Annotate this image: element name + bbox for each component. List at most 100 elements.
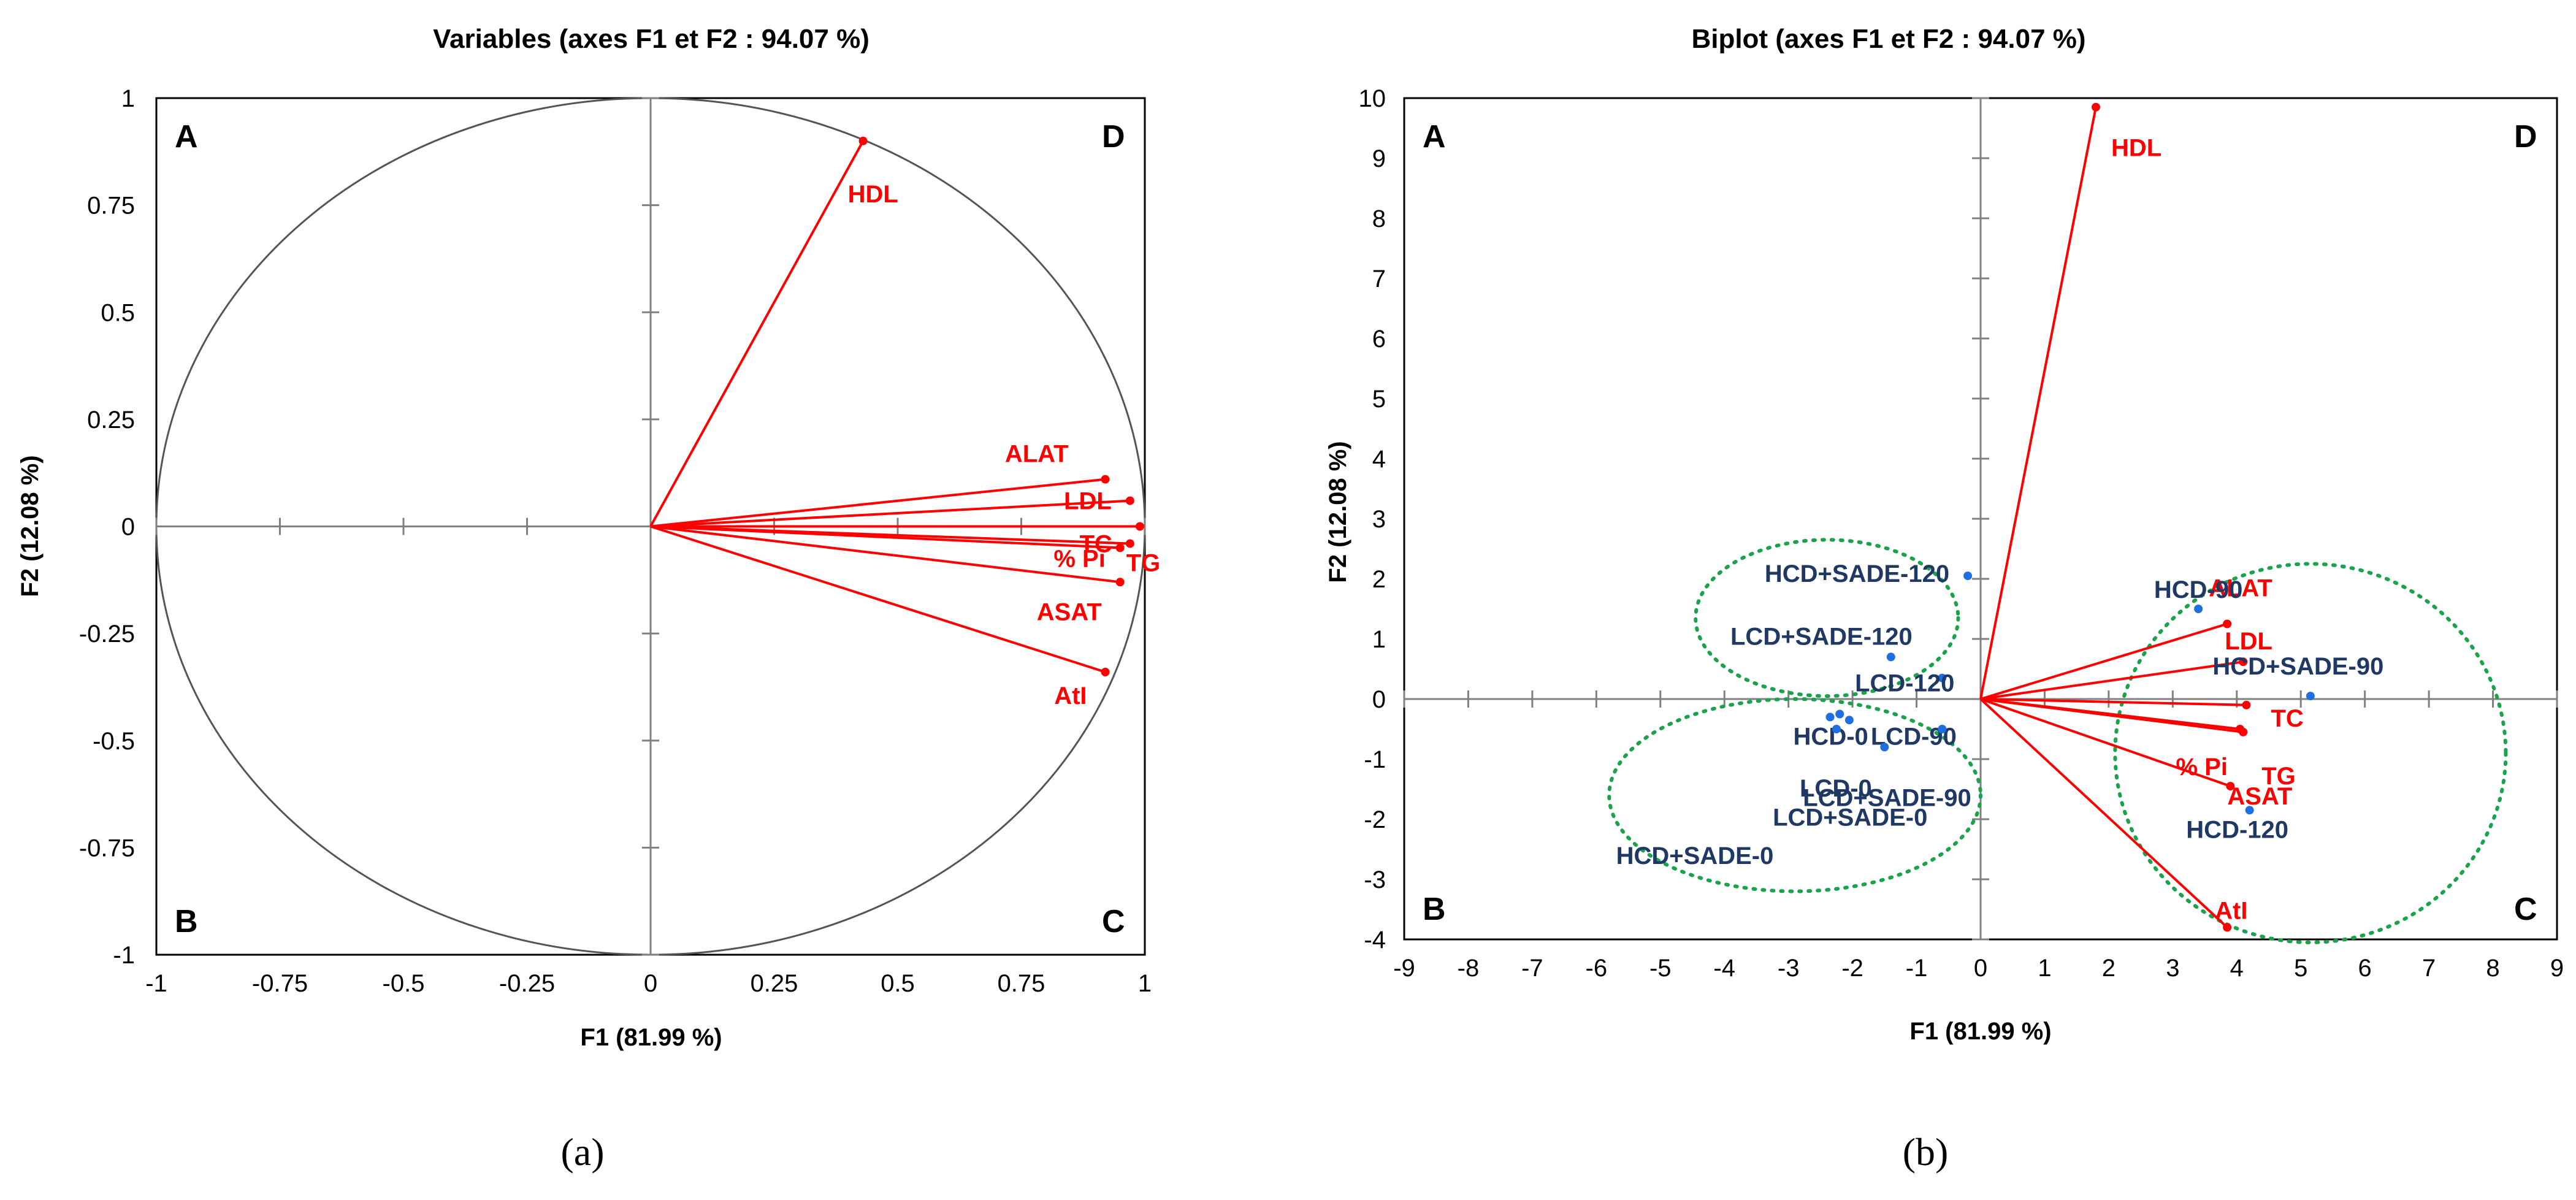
correlation-circle-panel: Variables (axes F1 et F2 : 94.07 %) -1 -0…: [17, 24, 1160, 1174]
variable-vector: [650, 525, 1120, 549]
x-tick-label: -1: [1906, 955, 1928, 982]
x-tick-label: -7: [1521, 955, 1543, 982]
variable-label: HDL: [848, 181, 898, 208]
y-tick-label: 0.25: [87, 407, 135, 434]
variable-label: TC: [2271, 705, 2303, 732]
x-tick-label: 1: [2038, 955, 2051, 982]
y-tick-label: 7: [1372, 266, 1386, 292]
y-tick-label: -0.25: [79, 621, 135, 648]
variable-label: LDL: [2225, 628, 2272, 655]
x-tick-label: -1: [145, 970, 167, 997]
y-tick-label: 6: [1372, 326, 1386, 353]
y-tick-label: 9: [1372, 145, 1386, 172]
panel-a-quadrant-c: C: [1102, 904, 1125, 939]
variable-label: ALAT: [2209, 575, 2272, 602]
x-tick-label: -3: [1778, 955, 1800, 982]
variable-vector: [649, 140, 865, 527]
observation-label: HCD-0: [1794, 723, 1868, 750]
x-tick-label: -8: [1458, 955, 1480, 982]
variable-point: [2223, 619, 2232, 629]
y-tick-label: 1: [121, 85, 135, 112]
observation-point: [1938, 725, 1947, 733]
observation-label: LCD-0: [1800, 775, 1872, 802]
panel-b-quadrant-d: D: [2514, 119, 2537, 155]
panel-b-caption: (b): [1903, 1130, 1949, 1174]
x-tick-label: -0.5: [383, 970, 425, 997]
panel-b-quadrant-b: B: [1423, 892, 1446, 927]
variable-vector: [1980, 698, 2231, 787]
variable-point: [858, 136, 868, 145]
variable-vector: [1980, 660, 2244, 700]
observation-label: HCD-90: [2154, 576, 2242, 603]
x-tick-label: 8: [2486, 955, 2499, 982]
panel-a-title: Variables (axes F1 et F2 : 94.07 %): [433, 24, 869, 54]
variable-label: ASAT: [1037, 598, 1102, 625]
x-tick-label: -5: [1649, 955, 1672, 982]
variable-vector: [1979, 698, 2228, 928]
x-tick-label: 7: [2422, 955, 2436, 982]
y-tick-label: -2: [1364, 806, 1386, 833]
y-tick-label: -1: [1364, 746, 1386, 773]
observation-label: HCD+SADE-90: [2212, 653, 2383, 680]
biplot-panel: Biplot (axes F1 et F2 : 94.07 %) -9 -8 -7 -…: [1324, 24, 2564, 1174]
variable-label: % Pi: [1053, 545, 1105, 572]
x-tick-label: -6: [1586, 955, 1608, 982]
variable-point: [1135, 522, 1144, 531]
x-tick-label: 3: [2166, 955, 2179, 982]
y-tick-label: 0: [1372, 686, 1386, 713]
variable-vector: [650, 525, 1106, 673]
observation-point: [2194, 605, 2203, 613]
variable-point: [2092, 102, 2100, 112]
group-ellipse: [1607, 697, 1982, 893]
panel-b-title: Biplot (axes F1 et F2 : 94.07 %): [1691, 24, 2085, 54]
variable-label: ALAT: [1005, 441, 1069, 468]
observation-point: [1832, 725, 1841, 733]
y-tick-label: 0: [121, 514, 135, 541]
panel-b-quadrant-c: C: [2514, 892, 2537, 927]
variable-point: [2239, 727, 2248, 736]
group-ellipse: [2113, 562, 2508, 944]
observation-point: [1835, 709, 1844, 719]
x-tick-label: 0: [1974, 955, 1987, 982]
y-tick-label: -1: [113, 942, 135, 969]
observation-point: [2245, 806, 2254, 815]
variable-point: [2239, 657, 2248, 667]
y-tick-label: -0.5: [93, 728, 135, 755]
x-tick-label: 0.5: [881, 970, 915, 997]
variable-vector: [650, 478, 1106, 528]
observation-label: HCD+SADE-120: [1765, 560, 1949, 587]
observation-point: [1963, 571, 1973, 581]
y-tick-label: 10: [1359, 85, 1386, 112]
variable-point: [1125, 539, 1134, 548]
y-tick-label: -0.75: [79, 835, 135, 862]
panel-a-ylabel: F2 (12.08 %): [17, 455, 44, 597]
y-tick-label: 2: [1372, 566, 1386, 593]
observation-point: [2306, 692, 2315, 701]
x-tick-label: -9: [1393, 955, 1415, 982]
variable-vector: [650, 499, 1130, 528]
group-ellipse: [1694, 538, 1960, 698]
variable-vector: [1980, 698, 2247, 706]
x-tick-label: 9: [2550, 955, 2564, 982]
variable-label: TC: [1080, 531, 1112, 558]
panel-a-quadrant-d: D: [1102, 119, 1125, 155]
variable-point: [1101, 475, 1110, 484]
variable-label: AtI: [1054, 682, 1087, 709]
observation-point: [1844, 716, 1854, 725]
x-tick-label: 0: [644, 970, 657, 997]
y-tick-label: 3: [1372, 506, 1386, 533]
panel-a-xlabel: F1 (81.99 %): [580, 1024, 722, 1051]
panel-a-quadrant-b: B: [175, 904, 198, 939]
panel-b-xlabel: F1 (81.99 %): [1909, 1018, 2051, 1045]
observation-label: HCD-120: [2186, 816, 2288, 843]
variable-label: ASAT: [2227, 783, 2292, 810]
x-tick-label: -0.25: [499, 970, 555, 997]
x-tick-label: 1: [1138, 970, 1152, 997]
observation-label: LCD+SADE-90: [1803, 785, 1971, 812]
variable-point: [1115, 578, 1125, 587]
observation-label: HCD+SADE-0: [1616, 843, 1774, 869]
y-tick-label: 1: [1372, 626, 1386, 653]
x-tick-label: -0.75: [252, 970, 308, 997]
x-tick-label: -4: [1713, 955, 1735, 982]
